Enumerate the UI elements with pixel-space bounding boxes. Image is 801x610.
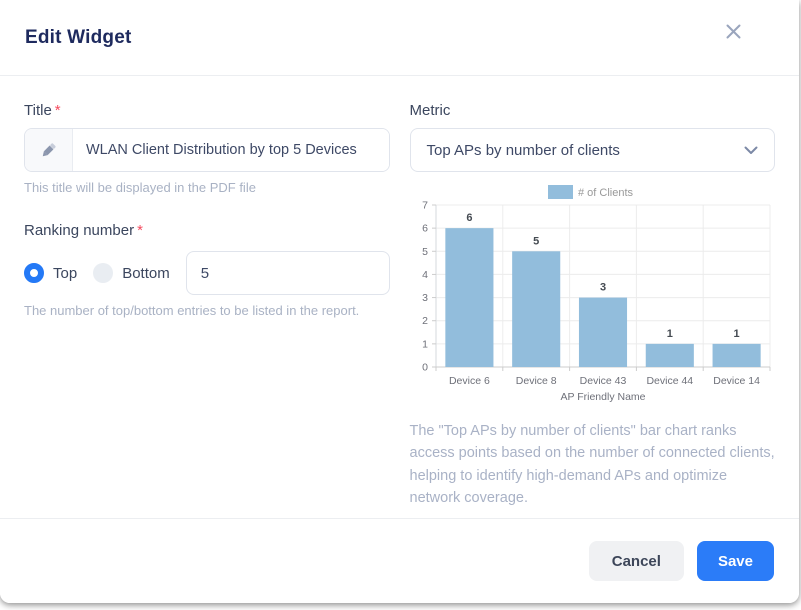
right-column: Metric Top APs by number of clients # of… (409, 102, 776, 510)
radio-top[interactable] (24, 263, 44, 283)
svg-text:4: 4 (422, 269, 428, 281)
svg-text:Device 43: Device 43 (579, 375, 626, 387)
cancel-button[interactable]: Cancel (588, 541, 684, 581)
svg-text:1: 1 (733, 328, 739, 340)
svg-text:# of Clients: # of Clients (578, 187, 634, 199)
metric-selected-value: Top APs by number of clients (426, 141, 620, 159)
svg-text:1: 1 (666, 328, 672, 340)
dialog-header: Edit Widget (0, 0, 799, 76)
radio-bottom-label: Bottom (122, 264, 170, 282)
metric-field-label: Metric (409, 102, 451, 119)
svg-text:5: 5 (422, 246, 428, 258)
svg-text:Device 8: Device 8 (515, 375, 556, 387)
dialog-title: Edit Widget (25, 26, 132, 48)
dialog-footer: Cancel Save (0, 518, 799, 603)
svg-text:5: 5 (533, 235, 539, 247)
bar-chart-svg: # of Clients 0 1 2 3 4 5 6 7 6 Device 6 5 Device 8 3 D… (422, 185, 770, 403)
svg-text:3: 3 (599, 282, 605, 294)
metric-select[interactable]: Top APs by number of clients (409, 128, 775, 172)
client-distribution-chart: # of Clients 0 1 2 3 4 5 6 7 6 Device 6 5 Device 8 3 D… (410, 181, 776, 418)
dialog-body: Title* This title will be displayed in t… (0, 76, 799, 510)
svg-text:7: 7 (422, 200, 428, 212)
required-asterisk: * (54, 102, 61, 119)
ranking-helper-text: The number of top/bottom entries to be l… (24, 303, 360, 318)
left-column: Title* This title will be displayed in t… (24, 102, 390, 510)
title-helper-text: This title will be displayed in the PDF … (24, 180, 256, 195)
metric-description: The "Top APs by number of clients" bar c… (409, 423, 775, 507)
svg-text:6: 6 (422, 223, 428, 235)
svg-text:Device 6: Device 6 (448, 375, 489, 387)
svg-text:0: 0 (422, 362, 428, 374)
title-input[interactable] (73, 129, 389, 171)
title-input-group (24, 128, 390, 172)
ranking-number-input[interactable] (185, 251, 390, 295)
title-field-label: Title * (24, 102, 61, 119)
svg-text:AP Friendly Name: AP Friendly Name (560, 391, 645, 403)
svg-text:3: 3 (422, 292, 428, 304)
svg-text:Device 14: Device 14 (713, 375, 760, 387)
save-button[interactable]: Save (696, 541, 774, 581)
required-asterisk: * (137, 222, 143, 239)
pencil-icon (25, 129, 73, 171)
svg-text:6: 6 (466, 212, 472, 224)
chevron-down-icon (744, 146, 758, 154)
radio-top-label: Top (53, 264, 78, 282)
ranking-field-label: Ranking number * (24, 222, 143, 239)
radio-bottom[interactable] (93, 263, 114, 283)
svg-text:Device 44: Device 44 (646, 375, 693, 387)
svg-text:1: 1 (422, 338, 428, 350)
ranking-controls-row: Top Bottom (24, 251, 390, 295)
close-icon[interactable] (723, 22, 743, 42)
svg-text:2: 2 (422, 315, 428, 327)
